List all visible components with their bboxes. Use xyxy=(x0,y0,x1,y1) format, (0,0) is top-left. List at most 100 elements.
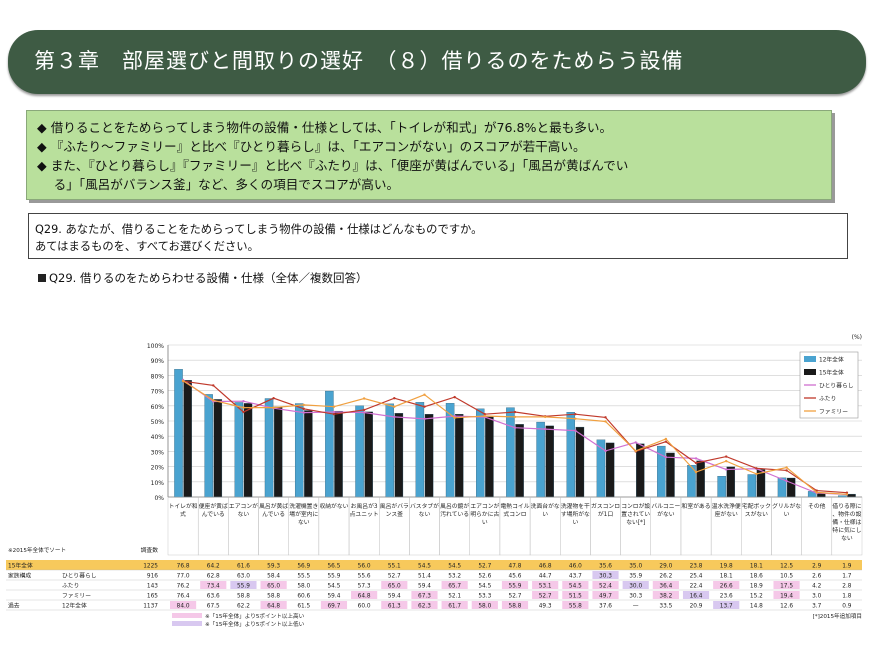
row-group: 過去 xyxy=(8,602,20,610)
high-cell xyxy=(260,581,287,589)
cell-value: 53.1 xyxy=(539,584,552,590)
cell-value: 64.8 xyxy=(358,594,371,600)
high-cell xyxy=(773,581,800,589)
cell-value: 47.8 xyxy=(509,564,522,570)
cell-value: 55.9 xyxy=(509,584,522,590)
category-label: 宅配ボックスがない xyxy=(742,502,771,518)
low-cell xyxy=(682,591,710,599)
cell-value: 60.6 xyxy=(297,594,310,600)
cell-value: 76.2 xyxy=(177,584,190,590)
cell-value: 54.5 xyxy=(327,584,340,590)
category-label: 風呂がバランス釜 xyxy=(380,502,409,518)
point-ひとり暮らし xyxy=(604,449,607,453)
cell-value: 14.8 xyxy=(750,604,763,610)
cell-value: 1.7 xyxy=(842,574,852,580)
cell-value: 58.0 xyxy=(297,584,310,590)
category-label: トイレが和式 xyxy=(169,502,198,518)
bar-12年全体 xyxy=(385,403,394,498)
point-ファミリー xyxy=(574,417,577,420)
bar-12年全体 xyxy=(536,421,545,498)
bar-15年全体 xyxy=(696,460,705,498)
question-text: Q29. あなたが、借りることをためらってしまう物件の設備・仕様はどんなものです… xyxy=(35,223,483,236)
line-ファミリー xyxy=(182,380,847,495)
high-cell xyxy=(381,601,408,609)
cell-value: 53.3 xyxy=(478,594,491,600)
high-cell xyxy=(532,581,559,589)
bar-15年全体 xyxy=(485,416,494,498)
point-ファミリー xyxy=(212,399,215,402)
summary-line: る」「風呂がバランス釜」など、多くの項目でスコアが高い。 xyxy=(37,177,400,192)
row-group: 家族構成 xyxy=(8,572,31,580)
cell-value: 23.8 xyxy=(690,564,703,570)
legend-swatch xyxy=(804,369,816,375)
cell-value: 26.6 xyxy=(720,584,733,590)
cell-value: 37.6 xyxy=(599,604,612,610)
point-ひとり暮らし xyxy=(242,400,245,403)
cell-value: 52.7 xyxy=(539,594,552,600)
point-ふたり xyxy=(725,455,728,458)
bar-12年全体 xyxy=(174,369,183,498)
high-cell xyxy=(411,601,438,609)
cell-value: 0.9 xyxy=(842,604,852,610)
cell-value: 35.0 xyxy=(629,564,642,570)
cell-value: 33.5 xyxy=(659,604,672,610)
point-ファミリー xyxy=(423,393,426,396)
bar-12年全体 xyxy=(747,474,757,498)
point-ふたり xyxy=(362,408,366,412)
high-cell xyxy=(592,591,619,599)
category-label: 借りる際に、物件の設備・仕様は特に気にしない xyxy=(832,502,861,542)
cell-value: 51.5 xyxy=(569,594,582,600)
summary-box: ◆ 借りることをためらってしまう物件の設備・仕様としては、「トイレが和式」が76… xyxy=(26,110,832,200)
point-ファミリー xyxy=(845,493,849,496)
bar-12年全体 xyxy=(234,402,244,498)
bar-12年全体 xyxy=(355,405,364,498)
point-ファミリー xyxy=(332,405,336,408)
square-bullet-icon xyxy=(38,274,46,282)
row-label: 12年全体 xyxy=(62,602,87,610)
bar-12年全体 xyxy=(476,408,485,498)
cell-value: 17.5 xyxy=(780,584,793,590)
cell-value: 77.0 xyxy=(177,574,190,580)
point-ひとり暮らし xyxy=(513,426,517,429)
row-n: 1137 xyxy=(143,604,158,610)
point-ファミリー xyxy=(755,472,758,476)
point-ファミリー xyxy=(815,491,818,494)
point-ひとり暮らし xyxy=(332,410,336,414)
category-label: 風呂の鏡が汚れている xyxy=(440,502,469,518)
cell-value: 52.7 xyxy=(509,594,522,600)
cell-value: 44.7 xyxy=(539,574,552,580)
legend-label: ひとり暮らし xyxy=(819,382,854,390)
high-cell xyxy=(260,601,287,609)
cell-value: 54.5 xyxy=(478,584,491,590)
high-cell xyxy=(501,581,529,589)
high-cell xyxy=(170,601,197,609)
cell-value: 13.7 xyxy=(720,604,733,610)
high-cell xyxy=(652,581,679,589)
category-label: エアコンが明らかに古い xyxy=(470,502,499,526)
point-ふたり xyxy=(242,410,245,414)
point-ファミリー xyxy=(725,459,728,463)
cell-value: 61.6 xyxy=(237,564,250,570)
point-ふたり xyxy=(604,416,607,419)
cell-value: 61.3 xyxy=(388,604,401,610)
cell-value: 56.9 xyxy=(297,564,310,570)
cell-value: 18.9 xyxy=(750,584,763,590)
y-tick-label: 90% xyxy=(151,358,165,365)
y-tick-label: 60% xyxy=(151,404,165,411)
point-ファミリー xyxy=(664,437,668,441)
cell-value: 65.0 xyxy=(267,584,280,590)
cell-value: 51.4 xyxy=(418,574,431,580)
bar-15年全体 xyxy=(545,425,554,498)
legend-label: ファミリー xyxy=(819,409,848,416)
high-cell xyxy=(562,581,589,589)
page-title: 第３章 部屋選びと間取りの選好 （８）借りるのをためらう設備 xyxy=(34,49,684,73)
low-cell xyxy=(713,601,740,609)
bar-12年全体 xyxy=(506,407,515,498)
y-tick-label: 80% xyxy=(151,373,165,380)
bar-15年全体 xyxy=(575,426,585,498)
chart-title-text: Q29. 借りるのをためらわせる設備・仕様（全体／複数回答） xyxy=(49,271,368,285)
bar-15年全体 xyxy=(213,399,223,498)
cell-value: 23.6 xyxy=(720,594,733,600)
row-label: ひとり暮らし xyxy=(62,572,97,580)
cell-value: 65.0 xyxy=(388,584,401,590)
